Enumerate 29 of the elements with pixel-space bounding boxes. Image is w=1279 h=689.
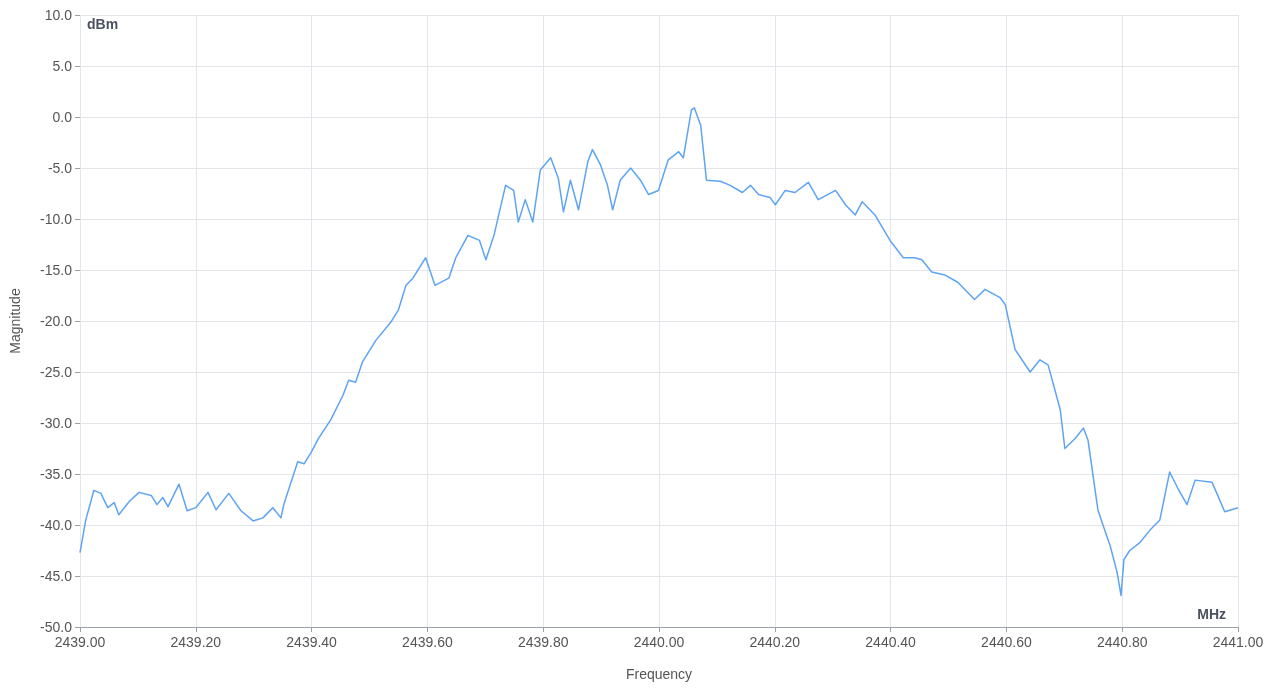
x-tick-label: 2439.00 [54, 634, 106, 650]
y-tick-label: -40.0 [40, 517, 73, 533]
y-tick-label: -35.0 [40, 466, 73, 482]
x-tick-label: 2440.20 [749, 634, 801, 650]
x-tick-label: 2439.20 [170, 634, 222, 650]
y-tick-label: -25.0 [40, 364, 73, 380]
y-tick-label: 0.0 [52, 109, 73, 125]
x-tick-label: 2441.00 [1212, 634, 1264, 650]
annotation: dBm [87, 16, 119, 32]
x-tick-label: 2439.40 [286, 634, 338, 650]
y-tick-label: -15.0 [40, 262, 73, 278]
y-tick-label: -50.0 [40, 619, 73, 635]
y-tick-label: -30.0 [40, 415, 73, 431]
x-tick-label: 2440.80 [1096, 634, 1148, 650]
x-tick-label: 2440.00 [633, 634, 685, 650]
x-tick-label: 2440.60 [981, 634, 1032, 650]
line-series [79, 107, 1239, 597]
y-tick-label: 5.0 [52, 58, 73, 74]
y-axis-title: Magnitude [7, 288, 23, 354]
y-tick-label: -45.0 [40, 568, 73, 584]
x-tick-label: 2439.60 [402, 634, 453, 650]
x-tick-label: 2439.80 [517, 634, 569, 650]
x-axis-title: Frequency [625, 666, 693, 682]
annotation: MHz [1197, 606, 1227, 622]
y-tick-label: -10.0 [40, 211, 73, 227]
y-tick-label: -20.0 [40, 313, 73, 329]
y-tick-label: -5.0 [47, 160, 73, 176]
y-tick-label: 10.0 [44, 7, 73, 23]
x-tick-label: 2440.40 [865, 634, 917, 650]
